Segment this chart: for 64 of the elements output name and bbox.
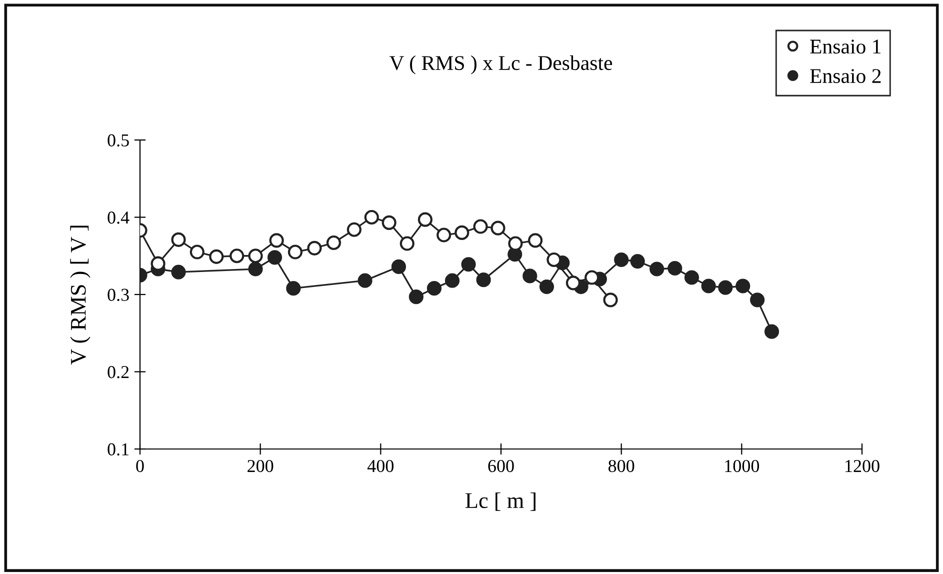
x-tick-label: 400: [367, 460, 394, 472]
point: [508, 236, 523, 251]
point: [528, 233, 543, 248]
point: [461, 257, 476, 272]
point: [546, 252, 562, 268]
point: [630, 254, 645, 269]
point: [750, 292, 765, 308]
point: [171, 264, 186, 280]
point: [684, 270, 700, 285]
point: [764, 324, 780, 339]
point: [736, 278, 750, 294]
y-axis-title: V ( RMS ) [ V ]: [70, 226, 90, 365]
y-tick-label: 0.4: [108, 212, 130, 224]
point: [473, 219, 488, 234]
point: [444, 273, 460, 288]
point: [522, 268, 538, 284]
point: [408, 290, 424, 304]
point: [307, 240, 322, 256]
point: [490, 220, 506, 236]
point: [436, 228, 452, 242]
point: [190, 244, 204, 260]
point: [400, 236, 414, 251]
point: [288, 244, 303, 260]
x-tick-label: 800: [608, 460, 634, 472]
y-tick-label: 0.2: [108, 366, 129, 378]
point: [701, 278, 716, 294]
point: [248, 248, 263, 264]
x-axis-title: Lc [ m ]: [466, 492, 536, 511]
point: [476, 272, 491, 288]
chart-title: V ( RMS ) x Lc - Desbaste: [389, 55, 612, 74]
x-tick-label: 200: [248, 460, 274, 472]
x-tick-label: 600: [488, 460, 514, 472]
point: [248, 262, 263, 276]
point: [668, 260, 682, 276]
point: [382, 215, 396, 230]
point: [346, 222, 362, 237]
x-tick-label: 1200: [846, 460, 880, 472]
y-tick-label: 0.3: [108, 288, 129, 302]
point: [286, 281, 301, 296]
point: [171, 232, 186, 247]
point: [364, 210, 379, 225]
y-tick-label: 0.5: [108, 134, 129, 147]
point: [566, 276, 580, 290]
point: [230, 248, 244, 264]
point: [718, 280, 733, 295]
point: [650, 262, 664, 276]
point: [358, 273, 372, 288]
x-tick-label: 0: [136, 460, 144, 472]
point: [614, 252, 629, 268]
point: [326, 235, 342, 250]
point: [391, 259, 406, 274]
point: [150, 256, 166, 271]
point: [267, 250, 282, 265]
point: [209, 249, 224, 264]
y-tick-label: 0.1: [108, 443, 128, 456]
point: [426, 281, 442, 296]
x-tick-label: 1000: [725, 460, 760, 472]
point: [603, 292, 618, 308]
point: [269, 233, 284, 248]
point: [539, 279, 554, 294]
point: [454, 225, 470, 240]
legend-label: Ensaio 1: [810, 40, 881, 54]
point: [418, 212, 432, 227]
legend-label: Ensaio 2: [810, 69, 881, 84]
